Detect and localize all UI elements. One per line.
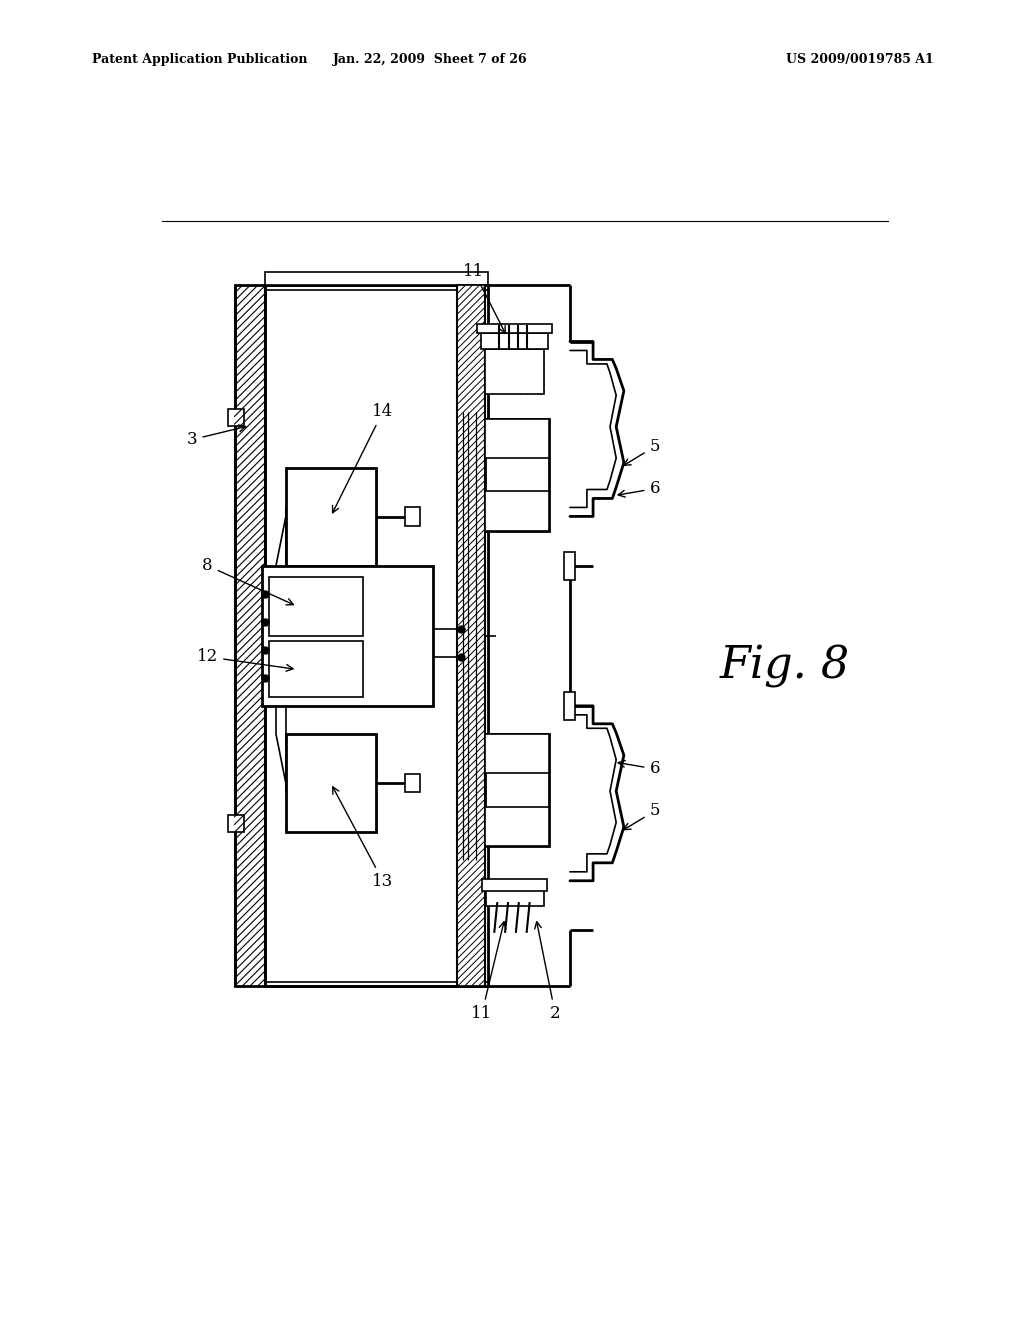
Bar bbox=[484, 491, 549, 531]
Text: 14: 14 bbox=[333, 403, 393, 512]
Text: 8: 8 bbox=[203, 557, 294, 605]
Bar bbox=[477, 323, 552, 333]
Text: US 2009/0019785 A1: US 2009/0019785 A1 bbox=[786, 53, 934, 66]
Bar bbox=[265, 285, 487, 986]
Bar bbox=[484, 418, 549, 531]
Bar bbox=[228, 409, 244, 425]
Bar bbox=[228, 814, 244, 832]
Text: 6: 6 bbox=[618, 760, 659, 777]
Bar bbox=[485, 888, 544, 906]
Text: 12: 12 bbox=[197, 648, 293, 671]
Text: Fig. 8: Fig. 8 bbox=[720, 645, 850, 688]
Text: 5: 5 bbox=[624, 803, 659, 830]
Bar bbox=[484, 734, 549, 774]
Text: 13: 13 bbox=[333, 787, 393, 890]
Bar bbox=[406, 774, 421, 792]
Bar bbox=[286, 734, 376, 832]
Bar bbox=[286, 467, 376, 566]
Bar bbox=[484, 348, 545, 395]
Bar bbox=[262, 566, 433, 706]
Text: 5: 5 bbox=[624, 438, 659, 466]
Bar bbox=[484, 418, 549, 458]
Text: 6: 6 bbox=[618, 480, 659, 498]
Bar bbox=[265, 272, 487, 285]
Bar bbox=[269, 577, 364, 636]
Text: 3: 3 bbox=[186, 425, 246, 447]
Bar bbox=[234, 285, 265, 986]
Bar bbox=[482, 879, 548, 891]
Text: 11: 11 bbox=[471, 921, 506, 1022]
Text: Jan. 22, 2009  Sheet 7 of 26: Jan. 22, 2009 Sheet 7 of 26 bbox=[333, 53, 527, 66]
Bar bbox=[480, 333, 548, 348]
Text: 11: 11 bbox=[463, 263, 505, 333]
Bar bbox=[564, 692, 575, 719]
Bar bbox=[269, 642, 364, 697]
Bar bbox=[406, 507, 421, 525]
Text: 2: 2 bbox=[535, 921, 560, 1022]
Text: Patent Application Publication: Patent Application Publication bbox=[92, 53, 307, 66]
Bar bbox=[484, 734, 549, 846]
Bar bbox=[564, 552, 575, 579]
Bar bbox=[457, 285, 484, 986]
Bar bbox=[484, 807, 549, 846]
